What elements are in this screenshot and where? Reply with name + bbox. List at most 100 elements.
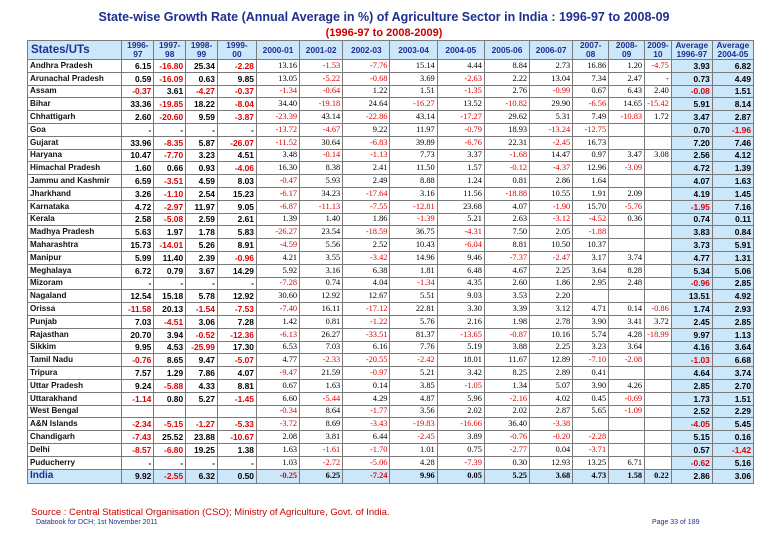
table-cell: -26.07 — [216, 135, 257, 150]
table-cell: 8.64 — [299, 404, 344, 419]
table-cell: 1.24 — [436, 174, 485, 188]
table-cell: -0.08 — [670, 84, 713, 99]
table-cell: 2.76 — [483, 84, 531, 99]
table-cell: -0.37 — [121, 84, 155, 99]
table-cell: 5.83 — [216, 225, 257, 240]
state-name: Andhra Pradesh — [26, 59, 123, 73]
table-cell: -11.52 — [255, 135, 301, 150]
table-cell: 4.28 — [608, 327, 646, 342]
table-row: Kerala 2.58 -5.08 2.59 2.61 1.39 1.40 1.86 -1.39… — [26, 212, 755, 227]
column-header: 2000-01 — [255, 40, 301, 60]
table-cell: -5.07 — [216, 353, 257, 368]
table-cell: 3.83 — [670, 225, 713, 240]
table-row: Jharkhand 3.26 -1.10 2.54 15.23 -6.17 34.23 -17… — [26, 186, 755, 201]
table-cell: 7.16 — [711, 199, 755, 214]
table-cell: 2.39 — [185, 250, 218, 265]
table-cell: -2.34 — [121, 417, 155, 432]
table-cell: 29.90 — [529, 97, 574, 112]
table-cell: -1.96 — [711, 122, 755, 137]
table-cell: 1.01 — [389, 442, 438, 457]
table-cell — [644, 353, 672, 368]
table-cell: 2.73 — [529, 59, 574, 73]
table-cell — [644, 442, 672, 457]
table-cell: 1.63 — [255, 442, 301, 457]
table-cell: -1.35 — [436, 84, 485, 99]
table-cell: 3.85 — [389, 378, 438, 393]
table-row: Sikkim 9.95 4.53 -25.99 17.30 6.53 7.03 6.16 7.7… — [26, 340, 755, 355]
table-row: Haryana 10.47 -7.70 3.23 4.51 3.48 -0.14 -1.13 7… — [26, 148, 755, 163]
table-cell: 4.49 — [711, 71, 755, 86]
table-cell: 6.43 — [608, 84, 646, 99]
table-cell: - — [121, 276, 155, 291]
table-cell: 0.63 — [185, 71, 218, 86]
table-cell: 3.47 — [608, 148, 646, 163]
table-cell: 39.89 — [389, 135, 438, 150]
table-cell: 2.48 — [608, 276, 646, 291]
table-cell: -3.71 — [572, 442, 610, 457]
table-cell: 0.36 — [608, 212, 646, 227]
table-cell: 3.69 — [389, 71, 438, 86]
table-cell: 2.25 — [529, 340, 574, 355]
table-cell: 15.14 — [389, 59, 438, 73]
table-cell: 1.97 — [153, 225, 187, 240]
table-cell: 29.62 — [483, 110, 531, 124]
table-cell: 7.50 — [483, 225, 531, 240]
table-cell: 4.28 — [389, 455, 438, 470]
table-cell: -6.87 — [255, 199, 301, 214]
table-cell: -1.22 — [342, 314, 391, 329]
table-cell: -1.77 — [342, 404, 391, 419]
table-cell: -7.37 — [483, 250, 531, 265]
table-cell: -5.88 — [153, 378, 187, 393]
table-cell: -13.72 — [255, 122, 301, 137]
table-cell: -0.96 — [670, 276, 713, 291]
table-cell: 5.74 — [572, 327, 610, 342]
table-cell: 3.64 — [572, 263, 610, 278]
table-row: Chandigarh -7.43 25.52 23.88 -10.67 2.08 3.81 6… — [26, 430, 755, 444]
table-row: Tripura 7.57 1.29 7.86 4.07 -9.47 21.59 -0.97 5.… — [26, 366, 755, 380]
table-cell: 2.95 — [572, 276, 610, 291]
table-cell — [644, 186, 672, 201]
table-cell: 5.21 — [436, 212, 485, 227]
table-cell: -10.67 — [216, 430, 257, 444]
table-cell: 4.19 — [670, 186, 713, 201]
table-cell: 9.22 — [342, 122, 391, 137]
state-name: Delhi — [26, 442, 123, 457]
table-cell: 3.12 — [529, 302, 574, 316]
table-cell: -3.72 — [255, 417, 301, 432]
table-cell: -1.34 — [255, 84, 301, 99]
table-cell: 0.59 — [121, 71, 155, 86]
page-title: State-wise Growth Rate (Annual Average i… — [98, 10, 670, 24]
state-name: Jammu and Kashmir — [26, 174, 123, 188]
table-cell: 15.73 — [121, 238, 155, 252]
table-cell: -13.65 — [436, 327, 485, 342]
table-cell: -0.14 — [299, 148, 344, 163]
table-cell: 0.11 — [711, 212, 755, 227]
state-name: Gujarat — [26, 135, 123, 150]
table-cell: 3.64 — [711, 340, 755, 355]
growth-rate-table: States/UTs 1996- 97 1997- 98 1998- 99 1999- 00 20… — [26, 40, 755, 484]
table-row: Uttar Pradesh 9.24 -5.88 4.33 8.81 0.67 1.63 0.… — [26, 378, 755, 393]
table-cell: -25.99 — [185, 340, 218, 355]
india-total-row: India 9.92 -2.55 6.32 0.50 -0.25 6.25 -7.24 9.96… — [26, 468, 755, 484]
table-cell: 5.21 — [389, 366, 438, 380]
table-cell: 2.22 — [483, 71, 531, 86]
table-cell: 4.21 — [255, 250, 301, 265]
state-name: Bihar — [26, 97, 123, 112]
table-cell — [644, 404, 672, 419]
table-cell: 5.45 — [711, 417, 755, 432]
table-cell: 18.22 — [185, 97, 218, 112]
table-cell: 1.39 — [255, 212, 301, 227]
table-cell: -0.76 — [483, 430, 531, 444]
table-cell: 1.39 — [711, 161, 755, 176]
state-name: Assam — [26, 84, 123, 99]
table-cell: 16.86 — [572, 59, 610, 73]
table-cell: 81.37 — [389, 327, 438, 342]
table-cell: 3.74 — [711, 366, 755, 380]
table-cell: 8.81 — [483, 238, 531, 252]
table-row: Orissa -11.58 20.13 -1.54 -7.53 -7.40 16.11 -17… — [26, 302, 755, 316]
table-cell: 2.85 — [711, 314, 755, 329]
table-cell: 8.28 — [608, 263, 646, 278]
table-cell: 11.40 — [153, 250, 187, 265]
table-cell — [644, 199, 672, 214]
table-cell: 5.91 — [711, 238, 755, 252]
